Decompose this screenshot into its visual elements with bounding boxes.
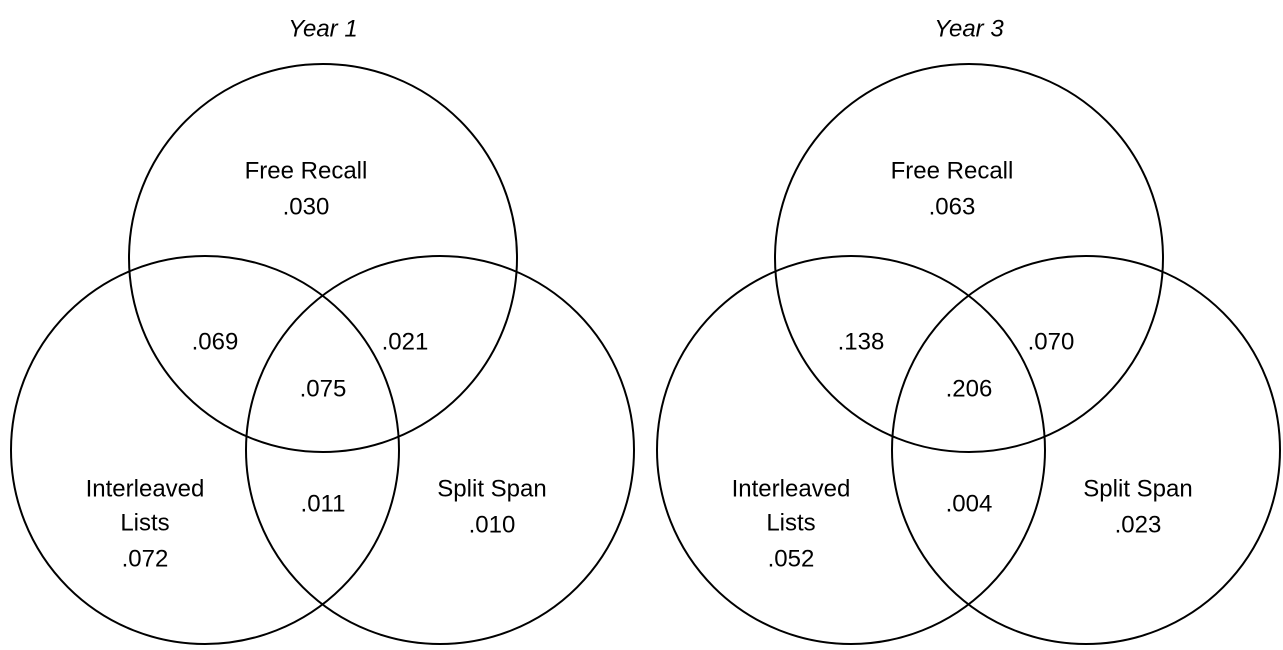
set-label: Lists	[766, 509, 815, 536]
overlap-value: .070	[1028, 328, 1075, 355]
set-value: .072	[122, 545, 169, 572]
overlap-value: .004	[946, 490, 993, 517]
diagram-title: Year 1	[288, 15, 357, 42]
free-recall-circle	[774, 63, 1164, 453]
free-recall-circle	[128, 63, 518, 453]
set-value: .023	[1115, 511, 1162, 538]
split-span-circle	[891, 255, 1281, 645]
set-label: Interleaved	[732, 475, 851, 502]
overlap-value: .069	[192, 328, 239, 355]
interleaved-lists-circle	[656, 255, 1046, 645]
overlap-value: .075	[300, 375, 347, 402]
set-label: Free Recall	[245, 157, 368, 184]
overlap-value: .021	[382, 328, 429, 355]
set-value: .030	[283, 193, 330, 220]
set-value: .010	[469, 511, 516, 538]
split-span-circle	[245, 255, 635, 645]
overlap-value: .138	[838, 328, 885, 355]
set-label: Interleaved	[86, 475, 205, 502]
overlap-value: .011	[301, 490, 346, 517]
diagram-title: Year 3	[934, 15, 1004, 42]
set-label: Lists	[120, 509, 169, 536]
set-value: .052	[768, 545, 815, 572]
set-label: Split Span	[437, 475, 546, 502]
overlap-value: .206	[946, 375, 993, 402]
set-value: .063	[929, 193, 976, 220]
set-label: Split Span	[1083, 475, 1192, 502]
interleaved-lists-circle	[10, 255, 400, 645]
set-label: Free Recall	[891, 157, 1014, 184]
